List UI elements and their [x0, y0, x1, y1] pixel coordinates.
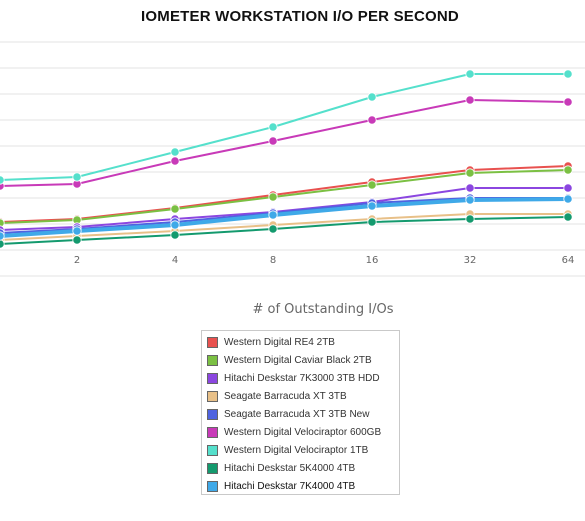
series-markers [0, 69, 573, 249]
x-tick-label: 16 [366, 255, 379, 266]
data-point [72, 172, 82, 182]
legend-swatch [207, 390, 218, 402]
legend-label: Western Digital RE4 2TB [224, 336, 335, 348]
data-point [563, 69, 573, 79]
legend-item: Seagate Barracuda XT 3TB [202, 387, 399, 405]
data-point [465, 195, 475, 205]
data-point [72, 235, 82, 245]
data-point [268, 122, 278, 132]
legend-label: Western Digital Velociraptor 600GB [224, 426, 382, 438]
legend-swatch [207, 336, 218, 348]
data-point [268, 136, 278, 146]
data-point [465, 214, 475, 224]
legend: Western Digital RE4 2TB Western Digital C… [201, 330, 400, 495]
data-point [0, 239, 5, 249]
data-point [170, 204, 180, 214]
x-tick-label: 2 [74, 255, 80, 266]
data-point [465, 69, 475, 79]
data-point [563, 183, 573, 193]
legend-swatch [207, 354, 218, 366]
series-line [0, 73, 568, 181]
data-point [268, 210, 278, 220]
legend-label: Western Digital Caviar Black 2TB [224, 354, 372, 366]
data-point [563, 194, 573, 204]
data-point [170, 220, 180, 230]
data-point [367, 115, 377, 125]
data-point [465, 183, 475, 193]
data-point [0, 231, 5, 241]
data-point [465, 95, 475, 105]
legend-item: Western Digital RE4 2TB [202, 333, 399, 351]
legend-label: Hitachi Deskstar 5K4000 4TB [224, 462, 356, 474]
data-point [563, 165, 573, 175]
data-point [367, 180, 377, 190]
data-point [0, 175, 5, 185]
data-point [268, 192, 278, 202]
series-lines [0, 73, 569, 245]
chart-title: IOMETER WORKSTATION I/O PER SECOND [141, 8, 459, 25]
data-point [563, 97, 573, 107]
data-point [72, 226, 82, 236]
legend-item: Western Digital Caviar Black 2TB [202, 351, 399, 369]
legend-label: Seagate Barracuda XT 3TB New [224, 408, 370, 420]
legend-label: Hitachi Deskstar 7K3000 3TB HDD [224, 372, 380, 384]
data-point [563, 212, 573, 222]
legend-item: Hitachi Deskstar 5K4000 4TB [202, 459, 399, 477]
legend-label: Western Digital Velociraptor 1TB [224, 444, 369, 456]
legend-swatch [207, 480, 218, 492]
legend-swatch [207, 372, 218, 384]
data-point [367, 92, 377, 102]
x-tick-label: 4 [172, 255, 178, 266]
legend-swatch [207, 426, 218, 438]
data-point [465, 168, 475, 178]
legend-label: Seagate Barracuda XT 3TB [224, 390, 347, 402]
x-tick-label: 64 [562, 255, 575, 266]
legend-label: Hitachi Deskstar 7K4000 4TB [224, 480, 356, 492]
legend-item: Western Digital Velociraptor 600GB [202, 423, 399, 441]
data-point [0, 218, 5, 228]
x-axis-label: # of Outstanding I/Os [252, 302, 393, 317]
legend-item: Seagate Barracuda XT 3TB New [202, 405, 399, 423]
legend-item: Western Digital Velociraptor 1TB [202, 441, 399, 459]
data-point [268, 224, 278, 234]
data-point [170, 147, 180, 157]
legend-item: Hitachi Deskstar 7K4000 4TB [202, 477, 399, 495]
legend-swatch [207, 444, 218, 456]
x-tick-label: 32 [464, 255, 477, 266]
legend-item: Hitachi Deskstar 7K3000 3TB HDD [202, 369, 399, 387]
x-axis-ticks: 2 4 8 16 32 64 [74, 255, 575, 266]
legend-swatch [207, 408, 218, 420]
legend-swatch [207, 462, 218, 474]
gridlines [0, 41, 585, 277]
data-point [170, 156, 180, 166]
data-point [367, 217, 377, 227]
data-point [170, 230, 180, 240]
x-tick-label: 8 [270, 255, 276, 266]
data-point [367, 201, 377, 211]
